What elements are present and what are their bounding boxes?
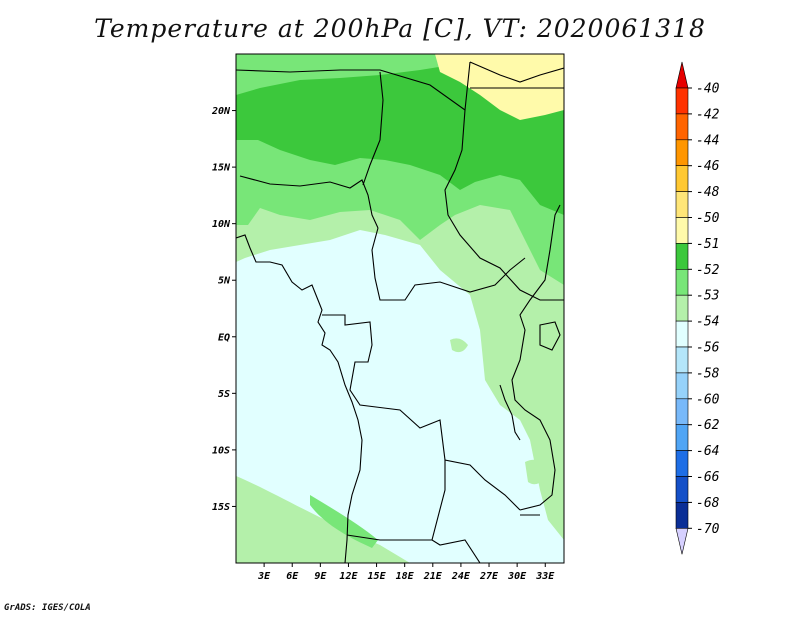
lon-label: 33E: [535, 571, 555, 582]
lat-label: 5S: [218, 389, 230, 400]
colorbar-label: -54: [696, 315, 719, 330]
lat-label: 10S: [212, 445, 230, 456]
fill-52-to-51: [236, 60, 564, 215]
border-zambia: [431, 460, 481, 563]
lon-label: 21E: [423, 571, 443, 582]
colorbar-segment: [675, 217, 689, 244]
fill-51-to-50: [435, 54, 564, 120]
fill-53-to-52-south: [310, 495, 378, 548]
colorbar-segment: [675, 268, 689, 296]
colorbar-segment: [675, 139, 689, 167]
border-east: [511, 204, 561, 511]
border-angola-south: [346, 534, 432, 541]
colorbar-label: -56: [696, 341, 720, 356]
border-sudan: [444, 109, 564, 301]
lake-victoria: [539, 321, 561, 351]
colorbar-label: -66: [696, 470, 720, 485]
colorbar-segment: [675, 476, 689, 503]
colorbar-label: -48: [696, 185, 720, 200]
temperature-field: [236, 54, 564, 563]
lat-label: EQ: [218, 332, 230, 343]
colorbar-label: -68: [696, 496, 720, 511]
colorbar-segment: [675, 398, 689, 425]
border-congo: [322, 314, 521, 511]
colorbar-label: -46: [696, 159, 720, 174]
lake-tanganyika: [499, 384, 521, 441]
colorbar-label: -40: [696, 82, 720, 97]
coastline-west: [236, 234, 363, 563]
lat-label: 5N: [218, 276, 231, 287]
border-cameroon: [371, 227, 526, 301]
colorbar-label: -60: [696, 392, 720, 407]
lat-label: 15N: [212, 163, 231, 174]
border-nigeria: [239, 175, 379, 229]
latitude-axis: 20N 15N 10N 5N EQ 5S 10S 15S: [211, 106, 236, 513]
colorbar-label: -53: [696, 289, 719, 304]
colorbar-segment: [675, 502, 689, 529]
coastlines-borders: [236, 61, 564, 563]
lon-label: 3E: [257, 571, 271, 582]
lon-label: 12E: [339, 571, 358, 582]
lon-label: 9E: [314, 571, 327, 582]
lon-label: 18E: [396, 571, 415, 582]
map-frame: [235, 53, 565, 564]
colorbar-segment: [675, 294, 689, 322]
colorbar-label: -64: [696, 444, 719, 459]
lon-label: 30E: [507, 571, 527, 582]
colorbar-segment: [675, 320, 689, 348]
colorbar-label: -50: [696, 211, 720, 226]
colorbar-segment: [675, 450, 689, 477]
colorbar-arrow-bottom: [675, 527, 689, 555]
lon-label: 6E: [286, 571, 299, 582]
border-chad-west: [362, 71, 384, 186]
colorbar: -40 -42 -44 -46 -48 -50 -51 -52 -53 -54 -56 -58 -60 -…: [675, 61, 720, 555]
lon-label: 15E: [368, 571, 387, 582]
colorbar-label: -62: [696, 418, 720, 433]
grads-credit: GrADS: IGES/COLA: [4, 603, 91, 613]
lat-label: 20N: [211, 106, 231, 117]
colorbar-segment: [675, 424, 689, 451]
colorbar-segment: [675, 346, 689, 374]
colorbar-label: -44: [696, 133, 719, 148]
map-title: Temperature at 200hPa [C], VT: 202006131…: [94, 14, 706, 43]
colorbar-segment: [675, 191, 689, 218]
lat-label: 15S: [212, 502, 230, 513]
lon-label: 27E: [479, 571, 499, 582]
colorbar-label: -42: [696, 107, 720, 122]
colorbar-label: -58: [696, 366, 720, 381]
colorbar-label: -52: [696, 263, 720, 278]
colorbar-arrow-top: [675, 61, 689, 89]
red-sea: [469, 61, 564, 83]
colorbar-segment: [675, 243, 689, 270]
colorbar-segment: [675, 113, 689, 141]
lat-label: 10N: [212, 219, 231, 230]
fill-54-to-53-patch: [450, 338, 468, 353]
longitude-axis: 3E 6E 9E 12E 15E 18E 21E 24E 27E 30E 33E: [257, 563, 555, 582]
colorbar-segment: [675, 372, 689, 400]
colorbar-label: -70: [696, 522, 720, 537]
colorbar-label: -51: [696, 237, 719, 252]
colorbar-segment: [675, 87, 689, 115]
colorbar-segment: [675, 165, 689, 192]
fill-54-to-53-patch2: [525, 459, 548, 485]
lon-label: 24E: [451, 571, 471, 582]
